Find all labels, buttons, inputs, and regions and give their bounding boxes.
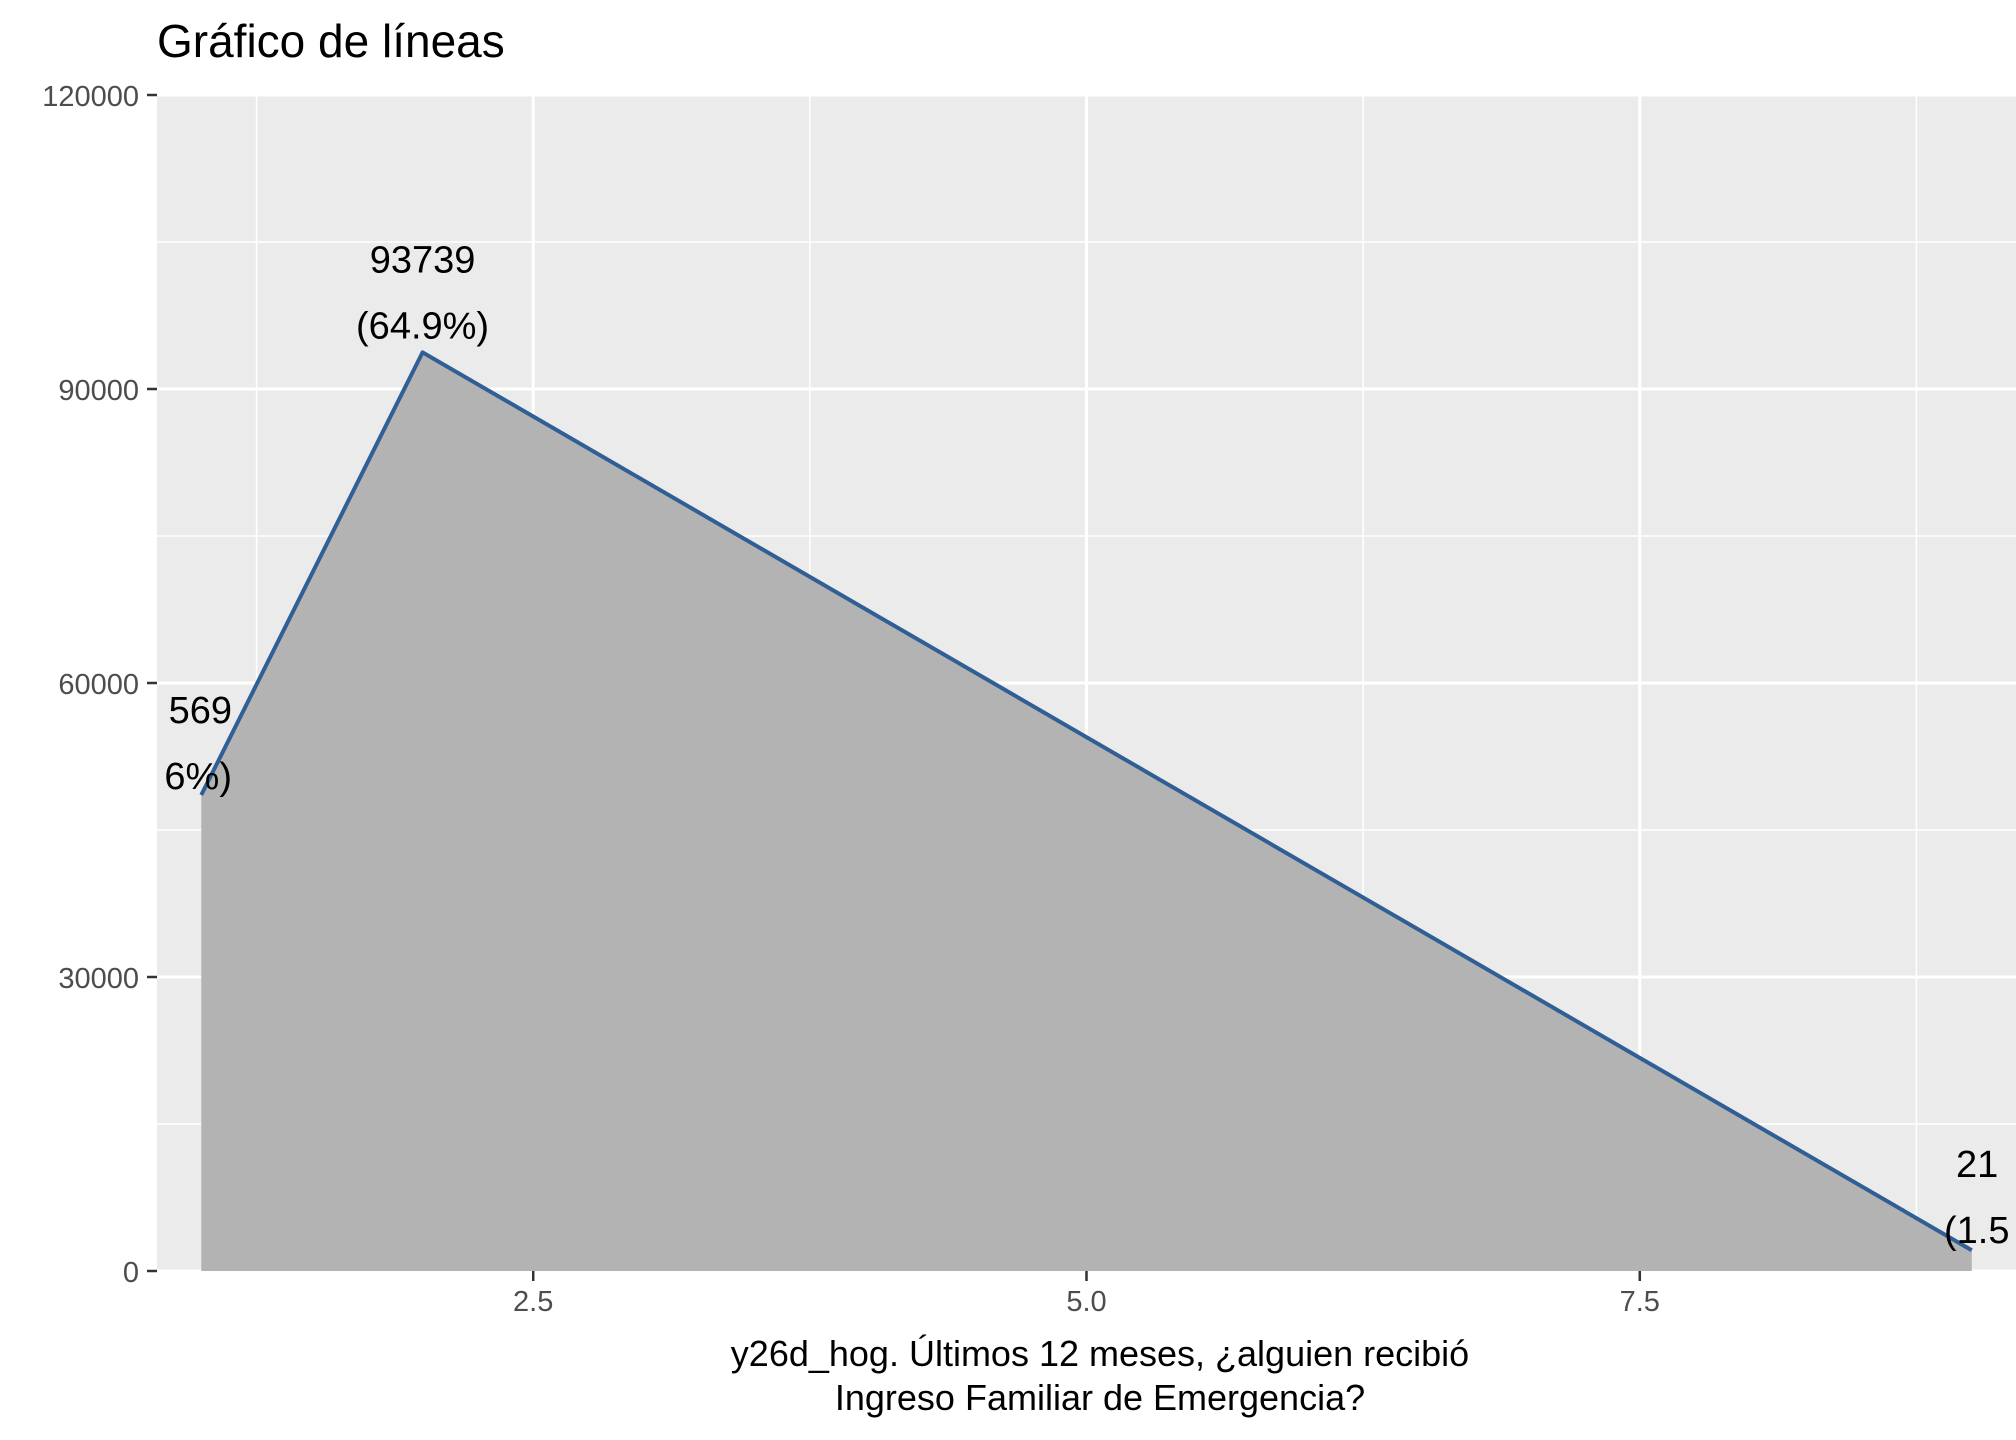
data-label-percent: (64.9%) <box>356 305 489 347</box>
y-tick-label: 0 <box>123 1257 139 1289</box>
y-tick-label: 120000 <box>42 81 139 113</box>
data-label-value: 93739 <box>370 239 476 281</box>
y-tick-label: 90000 <box>58 375 139 407</box>
x-tick-label: 7.5 <box>1620 1286 1660 1318</box>
x-tick-label: 5.0 <box>1066 1286 1106 1318</box>
x-axis-label-line-1: y26d_hog. Últimos 12 meses, ¿alguien rec… <box>730 1333 1470 1374</box>
data-label-value: 21 <box>1956 1144 1998 1186</box>
data-label-value: 569 <box>169 690 232 732</box>
data-label-percent: (1.5 <box>1944 1210 2009 1252</box>
y-tick-label: 60000 <box>58 669 139 701</box>
x-axis-label: y26d_hog. Últimos 12 meses, ¿alguien rec… <box>600 1332 1600 1420</box>
x-tick-label: 2.5 <box>513 1286 553 1318</box>
area-fill <box>201 352 1972 1271</box>
data-layer: 569 6%) 93739 (64.9%) 21 (1.5 <box>164 239 2009 1271</box>
axes: 0 30000 60000 90000 120000 2.5 5.0 7.5 <box>42 81 1660 1318</box>
data-label-percent: 6%) <box>164 756 232 798</box>
series-line <box>199 350 1973 1252</box>
x-axis-label-line-2: Ingreso Familiar de Emergencia? <box>834 1377 1366 1418</box>
y-tick-label: 30000 <box>58 963 139 995</box>
chart-title: Gráfico de líneas <box>157 15 505 67</box>
